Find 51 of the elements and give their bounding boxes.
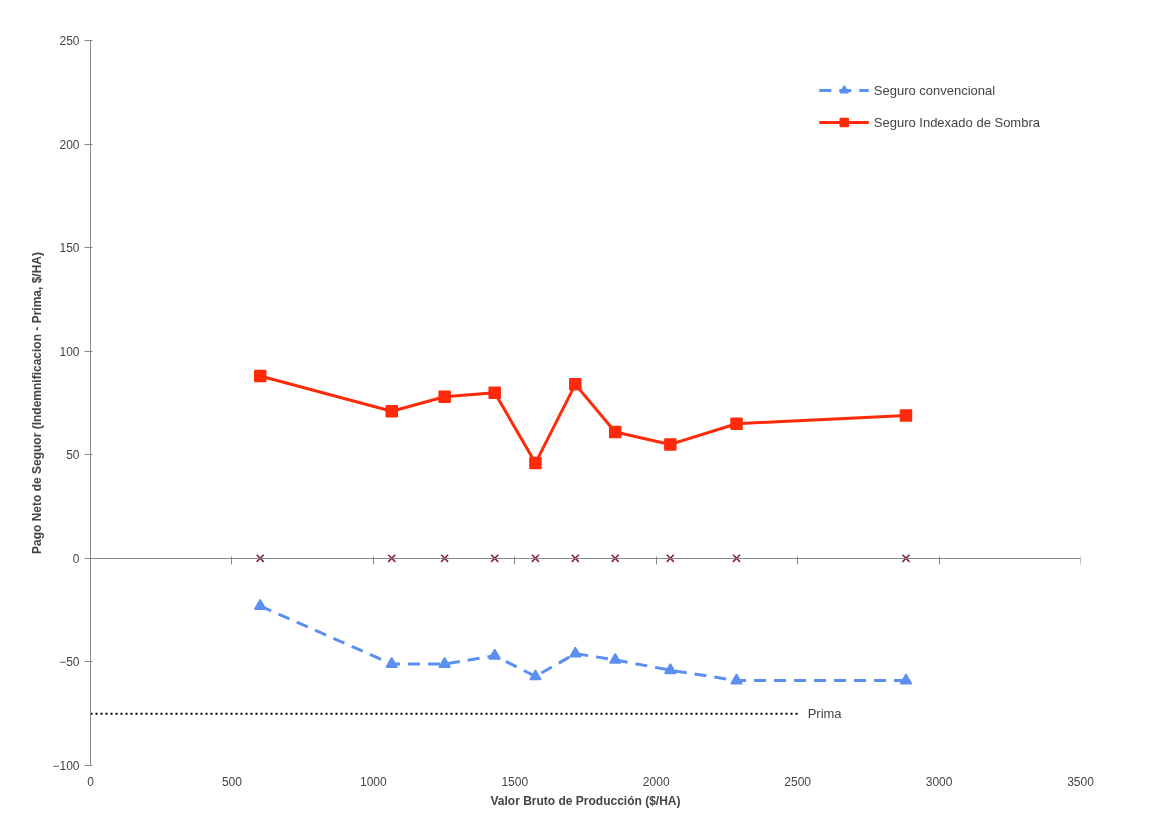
y-axis-title: Pago Neto de Seguor (Indemnificacion - Prima, $/HA) xyxy=(30,251,45,555)
x-tick-label: 0 xyxy=(87,774,95,789)
y-tick-label: −100 xyxy=(52,759,80,773)
point xyxy=(610,554,620,563)
x-tick-label: 2000 xyxy=(642,774,670,789)
point xyxy=(901,554,911,563)
point xyxy=(608,652,622,664)
legend-label: Seguro convencional xyxy=(873,82,996,98)
y-tick-label: 0 xyxy=(72,551,80,566)
point xyxy=(666,554,675,563)
x-tick-label: 1000 xyxy=(360,774,388,789)
legend-label: Seguro Indexado de Sombra xyxy=(873,114,1040,130)
x-tick-label: 1500 xyxy=(501,774,529,789)
point xyxy=(664,663,677,675)
point xyxy=(253,598,267,610)
y-tick-label: 150 xyxy=(59,241,80,256)
point xyxy=(569,646,582,658)
point xyxy=(387,554,397,563)
point xyxy=(531,554,540,563)
point xyxy=(490,554,499,563)
point xyxy=(608,425,622,439)
point xyxy=(899,409,913,422)
point xyxy=(730,417,743,430)
point xyxy=(488,386,501,399)
point xyxy=(732,554,741,563)
point xyxy=(899,673,913,685)
point xyxy=(438,390,451,404)
series-label: Prima xyxy=(807,706,843,722)
point xyxy=(255,554,265,563)
x-tick-label: 3000 xyxy=(925,774,953,789)
y-tick-label: 250 xyxy=(59,34,80,48)
point xyxy=(253,369,267,383)
point xyxy=(488,648,501,660)
point xyxy=(571,554,580,563)
x-tick-label: 3500 xyxy=(1067,774,1095,789)
x-tick-label: 2500 xyxy=(784,774,812,789)
point xyxy=(440,554,449,563)
y-tick-label: −50 xyxy=(59,655,80,670)
point xyxy=(730,673,743,685)
point xyxy=(385,405,398,418)
y-tick-label: 50 xyxy=(66,448,80,463)
x-axis-title: Valor Bruto de Producción ($/HA) xyxy=(490,793,681,808)
point xyxy=(569,378,582,391)
point xyxy=(438,656,451,668)
point xyxy=(385,656,398,668)
point xyxy=(664,438,677,451)
point xyxy=(529,456,542,470)
point xyxy=(529,669,542,681)
x-tick-label: 500 xyxy=(221,774,243,789)
y-tick-label: 100 xyxy=(59,344,80,359)
y-tick-label: 200 xyxy=(59,137,80,152)
